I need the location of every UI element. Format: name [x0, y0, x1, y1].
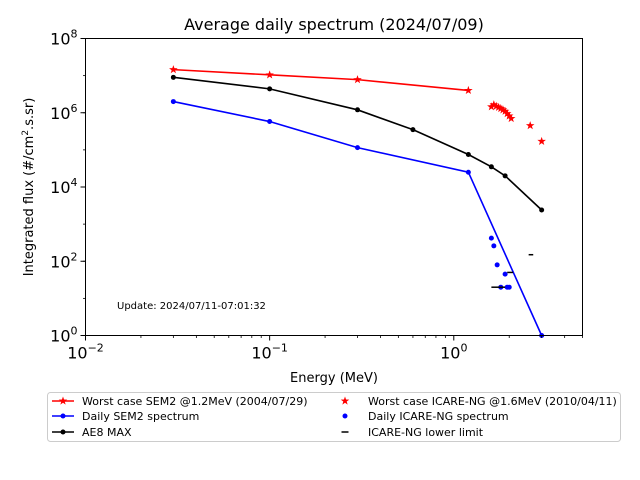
- data-point: [170, 74, 176, 80]
- data-point: [465, 152, 471, 158]
- y-tick-label: 106: [50, 102, 77, 123]
- data-point: [525, 121, 535, 130]
- legend-item: Daily ICARE-NG spectrum: [342, 410, 509, 423]
- legend-swatch-marker: [58, 396, 68, 405]
- data-point: [410, 127, 416, 133]
- legend-frame: [47, 392, 621, 442]
- data-point: [502, 271, 508, 277]
- data-point: [537, 136, 546, 145]
- update-annotation: Update: 2024/07/11-07:01:32: [117, 301, 266, 312]
- legend-label: Daily ICARE-NG spectrum: [368, 410, 509, 423]
- plot-area: [169, 65, 546, 338]
- y-tick-label: 100: [50, 325, 77, 346]
- data-point: [487, 102, 496, 111]
- y-axis-label-sup: 2: [21, 130, 31, 136]
- legend-label: Daily SEM2 spectrum: [82, 410, 199, 423]
- y-axis-label-tail: .s.sr): [22, 98, 37, 130]
- data-point: [496, 104, 506, 113]
- x-tick-label: 10−2: [67, 342, 104, 363]
- data-point: [489, 100, 499, 109]
- y-axis: 100 102 104 106 108: [50, 28, 86, 346]
- data-point: [353, 75, 362, 84]
- data-point: [464, 85, 473, 95]
- data-point: [494, 262, 500, 268]
- legend-swatch-marker: [340, 396, 350, 405]
- data-point: [494, 102, 503, 111]
- data-point: [265, 70, 274, 79]
- legend-item: Daily SEM2 spectrum: [52, 410, 199, 423]
- data-point: [502, 173, 508, 179]
- series-line: [173, 76, 543, 211]
- series-0: [169, 65, 473, 95]
- x-tick-label: 100: [440, 342, 467, 363]
- chart-title: Average daily spectrum (2024/07/09): [184, 15, 484, 34]
- data-point: [539, 207, 545, 213]
- data-point: [355, 107, 361, 113]
- series-line: [173, 68, 469, 92]
- y-axis-label-main: Integrated flux (#/cm: [22, 136, 37, 277]
- series-3: [488, 235, 512, 290]
- legend-label: Worst case ICARE-NG @1.6MeV (2010/04/11): [368, 395, 617, 408]
- series-5: [491, 253, 534, 288]
- series-1: [487, 100, 546, 145]
- data-point: [491, 101, 501, 110]
- legend: Worst case SEM2 @1.2MeV (2004/07/29) Dail…: [47, 392, 621, 442]
- legend-item: Worst case SEM2 @1.2MeV (2004/07/29): [52, 395, 307, 408]
- plot-frame: [85, 38, 583, 336]
- data-point: [498, 105, 508, 114]
- legend-item: Worst case ICARE-NG @1.6MeV (2010/04/11): [340, 395, 617, 408]
- legend-label: ICARE-NG lower limit: [368, 426, 484, 439]
- data-point: [267, 119, 273, 125]
- data-point: [502, 109, 512, 118]
- data-point: [506, 114, 516, 123]
- legend-swatch-marker: [60, 429, 66, 435]
- y-tick-label: 104: [50, 176, 77, 197]
- x-axis: 10−2 10−1 100: [67, 335, 583, 363]
- data-point: [169, 65, 178, 74]
- legend-swatch-marker: [342, 413, 348, 419]
- data-point: [491, 243, 497, 249]
- legend-label: AE8 MAX: [82, 426, 132, 439]
- y-tick-label: 102: [50, 250, 77, 271]
- data-point: [500, 106, 510, 115]
- data-point: [488, 235, 494, 241]
- data-point: [267, 86, 273, 92]
- series-4: [170, 74, 545, 213]
- y-axis-label: Integrated flux (#/cm2.s.sr): [21, 98, 37, 277]
- data-point: [504, 111, 514, 120]
- data-point: [465, 169, 471, 175]
- x-tick-label: 10−1: [251, 342, 288, 363]
- legend-item: AE8 MAX: [52, 426, 132, 439]
- x-axis-label: Energy (MeV): [290, 371, 378, 386]
- data-point: [355, 145, 361, 151]
- data-point: [170, 99, 176, 105]
- data-point: [488, 164, 494, 170]
- legend-label: Worst case SEM2 @1.2MeV (2004/07/29): [82, 395, 307, 408]
- legend-swatch-marker: [60, 413, 66, 419]
- data-point: [506, 284, 512, 290]
- legend-item: ICARE-NG lower limit: [341, 426, 484, 439]
- y-tick-label: 108: [50, 28, 77, 49]
